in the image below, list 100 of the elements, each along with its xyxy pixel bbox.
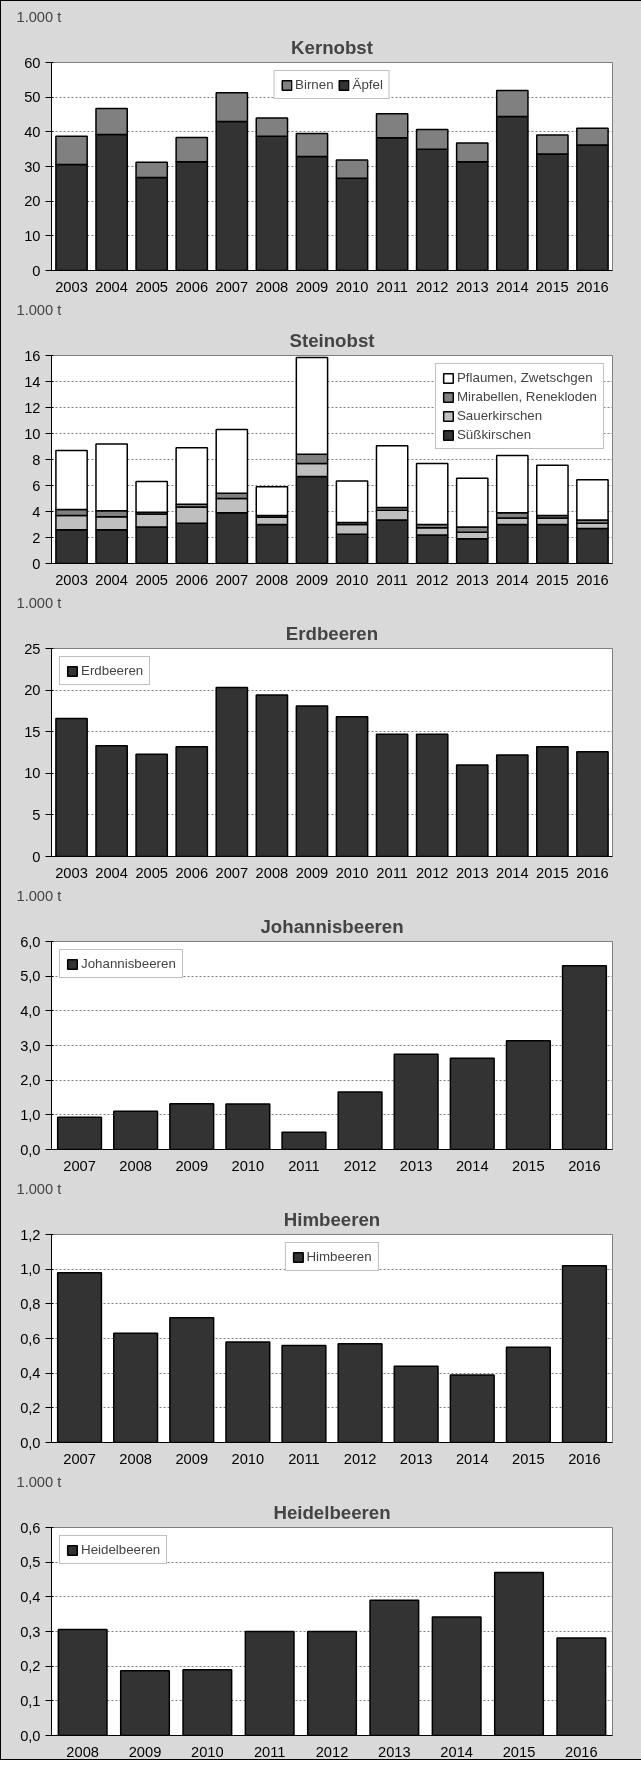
- y-tick-label: 14: [24, 373, 41, 390]
- y-tick-label: 5: [32, 806, 41, 823]
- x-tick-label: 2006: [175, 864, 209, 881]
- chart-title: Kernobst: [291, 36, 373, 58]
- y-axis-title: 1.000 t: [16, 887, 62, 904]
- x-tick-label: 2011: [376, 278, 408, 295]
- y-tick-label: 1,0: [20, 1261, 41, 1278]
- x-tick-label: 2015: [502, 1743, 536, 1760]
- x-tick-label: 2014: [496, 278, 529, 295]
- x-tick-label: 2013: [399, 1450, 433, 1467]
- y-tick-label: 15: [24, 723, 41, 740]
- y-axis-title: 1.000 t: [16, 301, 62, 318]
- x-tick-label: 2014: [496, 571, 529, 588]
- x-tick-label: 2010: [231, 1157, 265, 1174]
- x-tick-label: 2004: [95, 278, 128, 295]
- chart-title: Heidelbeeren: [273, 1501, 391, 1523]
- x-tick-label: 2011: [376, 864, 408, 881]
- x-tick-label: 2016: [568, 1157, 601, 1174]
- x-tick-label: 2005: [135, 571, 168, 588]
- x-tick-label: 2016: [576, 571, 609, 588]
- x-tick-label: 2009: [128, 1743, 162, 1760]
- x-tick-label: 2011: [288, 1450, 320, 1467]
- x-tick-label: 2004: [95, 864, 128, 881]
- x-tick-label: 2013: [455, 571, 489, 588]
- y-tick-label: 0,3: [20, 1623, 41, 1640]
- x-tick-label: 2008: [119, 1157, 152, 1174]
- x-tick-label: 2009: [175, 1450, 209, 1467]
- y-axis-title: 1.000 t: [16, 8, 62, 25]
- x-tick-label: 2010: [335, 278, 369, 295]
- y-axis-title: 1.000 t: [16, 1180, 62, 1197]
- x-tick-label: 2006: [175, 571, 209, 588]
- x-tick-label: 2014: [496, 864, 529, 881]
- x-tick-label: 2009: [175, 1157, 209, 1174]
- x-tick-label: 2013: [455, 278, 489, 295]
- legend-label: Birnen: [295, 77, 334, 92]
- y-tick-label: 1,0: [20, 1106, 41, 1123]
- chart-title: Johannisbeeren: [260, 915, 404, 937]
- y-tick-label: 3,0: [20, 1037, 41, 1054]
- x-tick-label: 2008: [255, 278, 289, 295]
- legend-label: Himbeeren: [306, 1249, 372, 1264]
- y-tick-label: 0,8: [20, 1295, 41, 1312]
- x-tick-label: 2013: [455, 864, 489, 881]
- x-tick-label: 2008: [119, 1450, 152, 1467]
- y-tick-label: 4,0: [20, 1002, 41, 1019]
- x-tick-label: 2007: [215, 571, 249, 588]
- y-tick-label: 16: [24, 347, 41, 364]
- y-tick-label: 0,6: [20, 1330, 41, 1347]
- x-tick-label: 2015: [536, 571, 569, 588]
- y-tick-label: 0,2: [20, 1658, 41, 1675]
- x-tick-label: 2011: [253, 1743, 286, 1760]
- y-tick-label: 25: [24, 640, 41, 657]
- x-tick-label: 2016: [565, 1743, 598, 1760]
- x-tick-label: 2003: [55, 571, 88, 588]
- x-tick-label: 2008: [255, 571, 289, 588]
- chart-title: Erdbeeren: [285, 622, 379, 644]
- y-tick-label: 0: [32, 262, 41, 279]
- y-tick-label: 0,0: [20, 1727, 41, 1744]
- y-tick-label: 0,2: [20, 1399, 41, 1416]
- y-tick-label: 0,0: [20, 1434, 41, 1451]
- y-tick-label: 0,6: [20, 1519, 41, 1536]
- y-tick-label: 5,0: [20, 968, 41, 985]
- x-tick-label: 2009: [295, 278, 329, 295]
- y-tick-label: 10: [24, 227, 41, 244]
- x-tick-label: 2010: [231, 1450, 265, 1467]
- x-tick-label: 2008: [255, 864, 289, 881]
- x-tick-label: 2007: [215, 864, 249, 881]
- x-tick-label: 2003: [55, 864, 88, 881]
- x-tick-label: 2009: [295, 571, 329, 588]
- y-tick-label: 1,2: [20, 1226, 41, 1243]
- x-tick-label: 2007: [63, 1157, 96, 1174]
- legend-label: Erdbeeren: [81, 663, 144, 678]
- x-tick-label: 2003: [55, 278, 88, 295]
- x-tick-label: 2014: [440, 1743, 473, 1760]
- x-tick-label: 2016: [576, 864, 609, 881]
- y-tick-label: 0,0: [20, 1141, 41, 1158]
- x-tick-label: 2008: [66, 1743, 99, 1760]
- legend-label: Heidelbeeren: [81, 1542, 161, 1557]
- x-tick-label: 2013: [399, 1157, 433, 1174]
- legend-label: Äpfel: [352, 77, 383, 92]
- x-tick-label: 2007: [63, 1450, 96, 1467]
- x-tick-label: 2016: [576, 278, 609, 295]
- chart-title: Himbeeren: [283, 1208, 381, 1230]
- x-tick-label: 2007: [215, 278, 249, 295]
- y-tick-label: 60: [24, 54, 41, 71]
- chart-title: Steinobst: [289, 329, 375, 351]
- y-tick-label: 12: [24, 399, 41, 416]
- x-tick-label: 2014: [455, 1450, 489, 1467]
- y-tick-label: 2: [32, 529, 41, 546]
- y-tick-label: 0,1: [20, 1692, 41, 1709]
- y-tick-label: 0: [32, 555, 41, 572]
- x-tick-label: 2012: [415, 278, 449, 295]
- x-tick-label: 2015: [536, 278, 569, 295]
- y-tick-label: 4: [32, 503, 41, 520]
- x-tick-label: 2005: [135, 864, 168, 881]
- y-tick-label: 0,4: [20, 1365, 41, 1382]
- legend-label: Süßkirschen: [456, 427, 532, 442]
- x-tick-label: 2010: [191, 1743, 224, 1760]
- y-axis-title: 1.000 t: [16, 1473, 62, 1490]
- x-tick-label: 2012: [415, 571, 449, 588]
- y-tick-label: 20: [24, 193, 41, 210]
